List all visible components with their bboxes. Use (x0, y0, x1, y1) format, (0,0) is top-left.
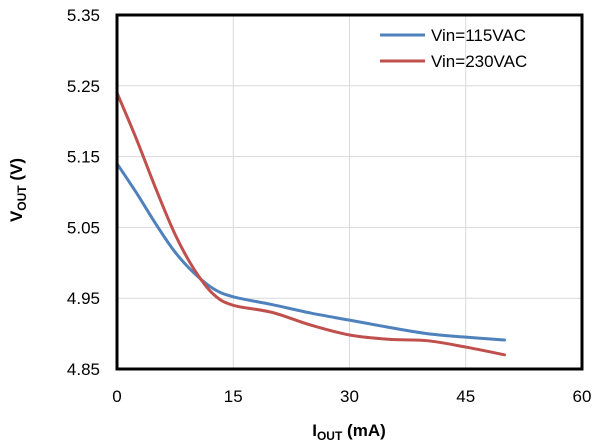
x-tick-label: 60 (573, 387, 592, 406)
x-tick-label: 15 (224, 387, 243, 406)
y-axis-title-main: V (7, 210, 26, 222)
x-tick-label: 45 (456, 387, 475, 406)
y-axis-title: VOUT (V) (7, 158, 29, 222)
legend-label-vin-230vac: Vin=230VAC (431, 52, 527, 71)
plot-area-frame (115, 13, 584, 371)
x-axis-title-main: I (312, 421, 317, 440)
x-axis-title-subscript: OUT (317, 429, 343, 443)
y-tick-label: 5.35 (67, 6, 100, 25)
y-axis-title-unit: (V) (7, 158, 26, 185)
x-tick-label: 0 (112, 387, 121, 406)
y-axis-tick-labels: 4.85 4.95 5.05 5.15 5.25 5.35 (67, 6, 100, 379)
y-tick-label: 4.95 (67, 289, 100, 308)
x-axis-title-unit: (mA) (342, 421, 385, 440)
legend-label-vin-115vac: Vin=115VAC (431, 26, 526, 45)
y-tick-label: 5.05 (67, 218, 100, 237)
legend: Vin=115VAC Vin=230VAC (380, 26, 527, 71)
series-line-vin-230vac (115, 91, 506, 357)
y-axis-title-subscript: OUT (15, 185, 29, 211)
y-tick-label: 5.25 (67, 77, 100, 96)
y-tick-label: 5.15 (67, 148, 100, 167)
x-axis-title: IOUT (mA) (312, 421, 386, 443)
x-tick-label: 30 (340, 387, 359, 406)
series-line-vin-115vac (115, 162, 506, 342)
series-lines (115, 91, 506, 357)
y-tick-label: 4.85 (67, 360, 100, 379)
x-axis-tick-labels: 0 15 30 45 60 (112, 387, 591, 406)
